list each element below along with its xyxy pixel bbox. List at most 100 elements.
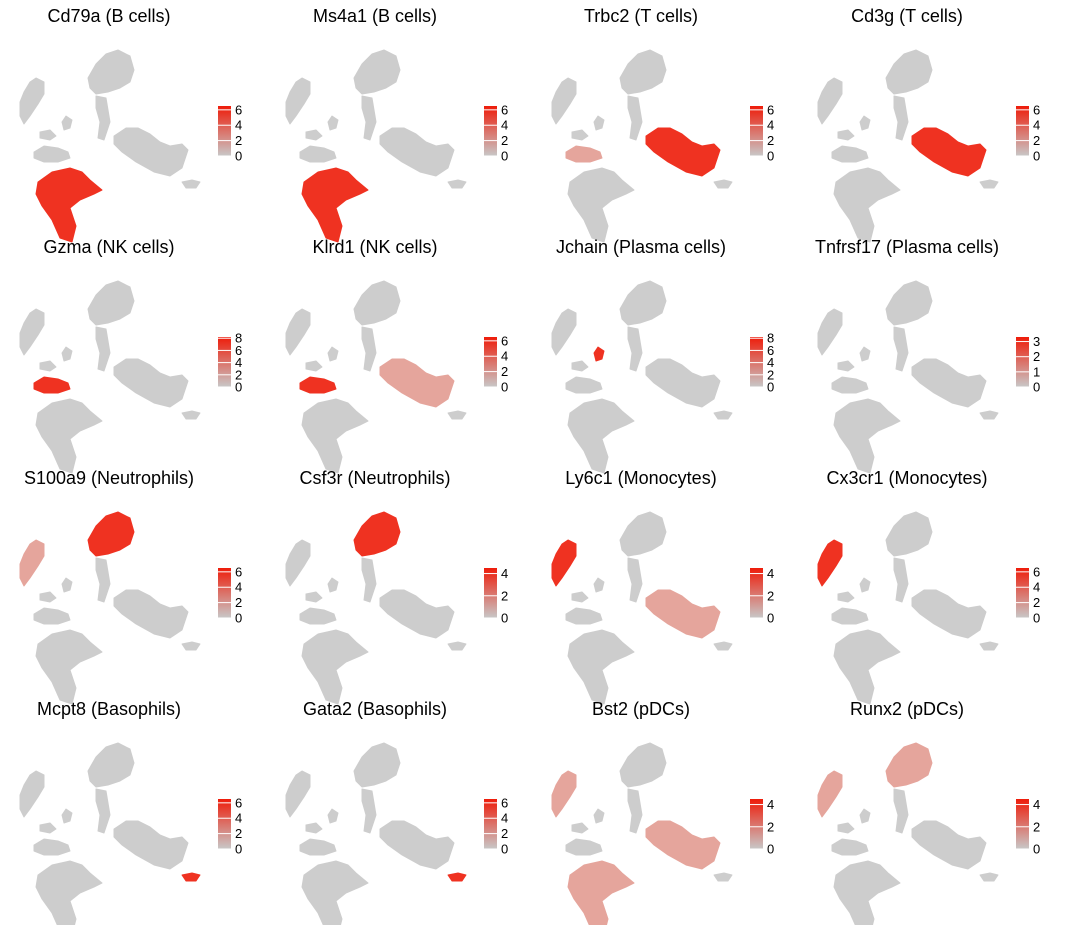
cluster-neut <box>885 742 933 788</box>
legend-tick-label: 6 <box>235 102 242 117</box>
cluster-baso <box>181 872 201 882</box>
legend-tick-label: 6 <box>501 333 508 348</box>
legend-tick-label: 2 <box>235 133 242 148</box>
legend-tick-label: 6 <box>235 564 242 579</box>
umap-points <box>817 511 999 705</box>
umap-points <box>19 742 201 925</box>
legend-tick-label: 0 <box>235 611 242 626</box>
cluster-neut <box>87 511 135 557</box>
legend-colorbar <box>1016 106 1029 156</box>
panel-title: Cd3g (T cells) <box>851 6 963 26</box>
legend-tick-label: 0 <box>235 380 242 395</box>
legend-tick-label: 0 <box>767 149 774 164</box>
cluster-other <box>571 822 589 834</box>
umap-points <box>551 511 733 705</box>
cluster-mid <box>893 326 909 372</box>
legend-tick-label: 2 <box>501 364 508 379</box>
cluster-nk <box>831 376 869 394</box>
cluster-plasma <box>593 346 605 362</box>
cluster-mono <box>817 308 843 356</box>
cluster-neut <box>885 511 933 557</box>
cluster-nk <box>831 145 869 163</box>
legend-colorbar <box>218 799 231 849</box>
feature-plot-panel: Gata2 (Basophils) 6 4 2 0 <box>266 693 532 925</box>
cluster-nk <box>33 838 71 856</box>
cluster-mono <box>19 77 45 125</box>
cluster-plasma <box>593 577 605 593</box>
cluster-b <box>301 629 369 705</box>
cluster-nk <box>299 838 337 856</box>
cluster-plasma <box>61 577 73 593</box>
legend-tick-label: 0 <box>501 380 508 395</box>
cluster-b <box>833 860 901 925</box>
cluster-plasma <box>61 808 73 824</box>
cluster-baso <box>181 641 201 651</box>
cluster-neut <box>885 280 933 326</box>
cluster-other <box>837 591 855 603</box>
cluster-mono <box>19 770 45 818</box>
legend-colorbar <box>750 106 763 156</box>
cluster-other <box>39 129 57 141</box>
cluster-neut <box>885 49 933 95</box>
legend-tick-label: 4 <box>235 355 242 370</box>
cluster-nk <box>33 145 71 163</box>
panel-title: Runx2 (pDCs) <box>849 699 965 719</box>
cluster-mid <box>361 95 377 141</box>
feature-plot-panel: Mcpt8 (Basophils) 6 4 2 0 <box>0 693 266 925</box>
cluster-baso <box>447 641 467 651</box>
panel-title: Gata2 (Basophils) <box>302 699 448 719</box>
cluster-other <box>39 591 57 603</box>
legend-tick-label: 0 <box>501 611 508 626</box>
legend-tick-label: 6 <box>1033 564 1040 579</box>
cluster-b <box>567 398 635 474</box>
cluster-t <box>911 127 987 177</box>
cluster-b <box>567 860 635 925</box>
feature-plot-panel: Cx3cr1 (Monocytes) 6 4 2 0 <box>798 462 1064 705</box>
legend-tick-label: 0 <box>235 149 242 164</box>
feature-plot-panel: Cd3g (T cells) 6 4 2 0 <box>798 0 1064 243</box>
cluster-mono <box>285 539 311 587</box>
cluster-nk <box>565 145 603 163</box>
cluster-t <box>113 127 189 177</box>
cluster-baso <box>181 410 201 420</box>
cluster-nk <box>299 376 337 394</box>
cluster-mid <box>893 788 909 834</box>
cluster-mid <box>893 95 909 141</box>
cluster-other <box>39 360 57 372</box>
cluster-plasma <box>327 808 339 824</box>
legend-tick-label: 2 <box>767 588 774 603</box>
cluster-t <box>113 358 189 408</box>
cluster-mono <box>817 77 843 125</box>
umap-points <box>817 49 999 243</box>
cluster-b <box>301 860 369 925</box>
legend-colorbar <box>218 337 231 387</box>
cluster-baso <box>181 179 201 189</box>
cluster-b <box>567 629 635 705</box>
umap-scatter: 4 2 0 <box>817 742 1040 925</box>
legend-tick-label: 0 <box>767 842 774 857</box>
cluster-other <box>837 360 855 372</box>
legend-tick-label: 1 <box>1033 364 1040 379</box>
panel-title: Ms4a1 (B cells) <box>312 6 438 26</box>
cluster-nk <box>299 145 337 163</box>
legend-tick-label: 4 <box>235 811 242 826</box>
legend-tick-label: 6 <box>767 102 774 117</box>
cluster-b <box>833 398 901 474</box>
legend-tick-label: 4 <box>501 566 508 581</box>
feature-plot-panel: Ms4a1 (B cells) 6 4 2 0 <box>266 0 532 243</box>
cluster-other <box>305 129 323 141</box>
cluster-neut <box>619 742 667 788</box>
umap-points <box>551 49 733 243</box>
umap-points <box>19 511 201 705</box>
panel-title: Jchain (Plasma cells) <box>555 237 727 257</box>
cluster-plasma <box>327 115 339 131</box>
cluster-mono <box>551 308 577 356</box>
cluster-baso <box>713 410 733 420</box>
legend-tick-label: 2 <box>235 367 242 382</box>
cluster-t <box>911 589 987 639</box>
legend-tick-label: 2 <box>1033 595 1040 610</box>
